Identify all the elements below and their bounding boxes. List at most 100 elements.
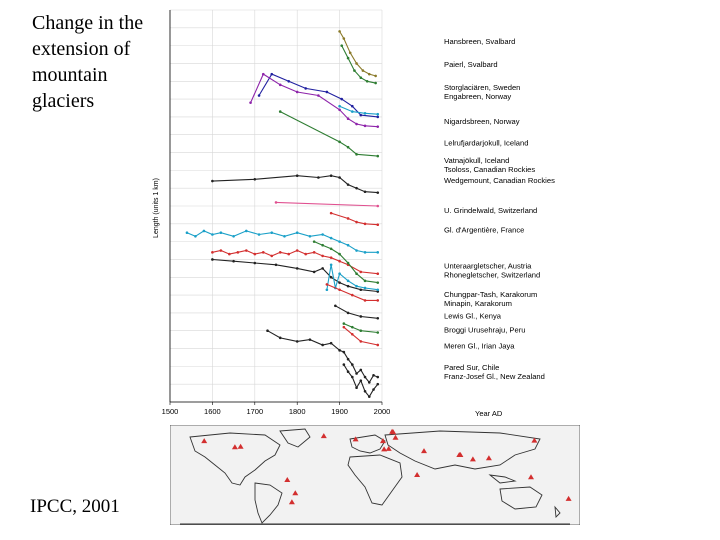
data-point [253,261,257,265]
data-point [376,154,380,158]
data-point [355,122,358,126]
data-point [278,336,282,340]
data-point [274,263,278,267]
series-15 [334,304,380,320]
data-point [363,375,367,379]
data-point [338,140,341,144]
data-point [295,174,299,178]
glacier-marker [469,456,476,462]
series-line [212,258,378,293]
data-point [351,363,354,366]
series-line [330,212,378,226]
data-point [342,325,346,329]
glacier-label: Broggi Urusehraju, Peru [444,326,525,335]
data-point [266,329,269,333]
series-7 [274,201,380,208]
data-point [376,272,380,276]
data-point [211,258,214,261]
data-point [338,272,341,276]
data-point [232,234,235,238]
series-line [343,326,378,346]
series-4 [249,72,380,129]
data-point [317,176,320,179]
series-19 [342,363,380,398]
data-point [363,190,367,194]
data-point [346,243,350,247]
data-point [342,350,346,354]
series-5 [278,110,380,158]
series-9 [185,229,380,254]
glacier-marker [352,436,359,442]
data-point [361,69,365,72]
data-point [340,44,344,47]
glacier-marker [385,445,392,451]
data-point [376,251,380,254]
data-point [325,90,329,94]
series-line [212,175,378,194]
glacier-label: Pared Sur, Chile [444,363,499,372]
data-point [340,97,344,101]
glacier-marker [414,472,421,477]
data-point [278,110,282,113]
data-point [261,72,265,76]
data-point [329,247,333,251]
data-point [376,290,380,293]
glacier-marker [392,434,399,440]
x-tick-label-2000: 2000 [374,407,391,416]
data-point [194,234,197,238]
data-point [351,375,354,379]
series-14 [325,283,380,302]
glacier-marker [380,438,386,444]
series-line [326,283,378,301]
series-12 [211,258,380,293]
data-point [363,222,367,226]
x-tick-label-1900: 1900 [331,407,348,416]
data-point [351,325,354,329]
data-point [295,231,299,235]
data-point [348,51,352,55]
data-point [363,390,367,393]
data-point [355,220,358,224]
glacier-marker [389,428,396,434]
data-point [249,101,252,104]
glacier-label: Meren Gl., Irian Jaya [444,342,515,351]
data-point [353,69,356,72]
source-citation: IPCC, 2001 [30,496,120,517]
glacier-marker [528,474,534,480]
glacier-label: Paierl, Svalbard [444,60,498,69]
data-point [376,316,380,320]
data-point [338,104,341,108]
glacier-marker [421,448,427,454]
data-point [346,145,350,149]
data-point [338,108,341,112]
glacier-marker [288,499,295,505]
data-point [363,124,367,128]
data-point [376,288,380,292]
data-point [363,251,367,254]
series-line [313,241,378,284]
data-point [376,343,380,347]
series-group [185,30,380,398]
data-point [359,368,363,372]
glacier-label: Vatnajökull, Iceland [444,156,509,165]
data-point [304,252,307,256]
data-point [287,252,291,256]
data-point [321,267,324,270]
x-axis-label: Year AD [475,409,503,418]
data-point [211,233,214,236]
data-point [355,284,358,288]
series-10 [211,249,380,276]
data-point [270,231,274,235]
data-point [359,379,363,382]
data-point [376,125,380,129]
data-point [363,299,367,302]
glacier-label: Lewis Gl., Kenya [444,311,502,320]
series-3 [338,104,380,116]
series-line [275,201,378,207]
series-8 [329,211,380,227]
data-point [346,217,350,220]
data-point [245,249,248,252]
series-18 [266,329,380,384]
data-point [351,293,354,297]
data-point [359,76,363,80]
